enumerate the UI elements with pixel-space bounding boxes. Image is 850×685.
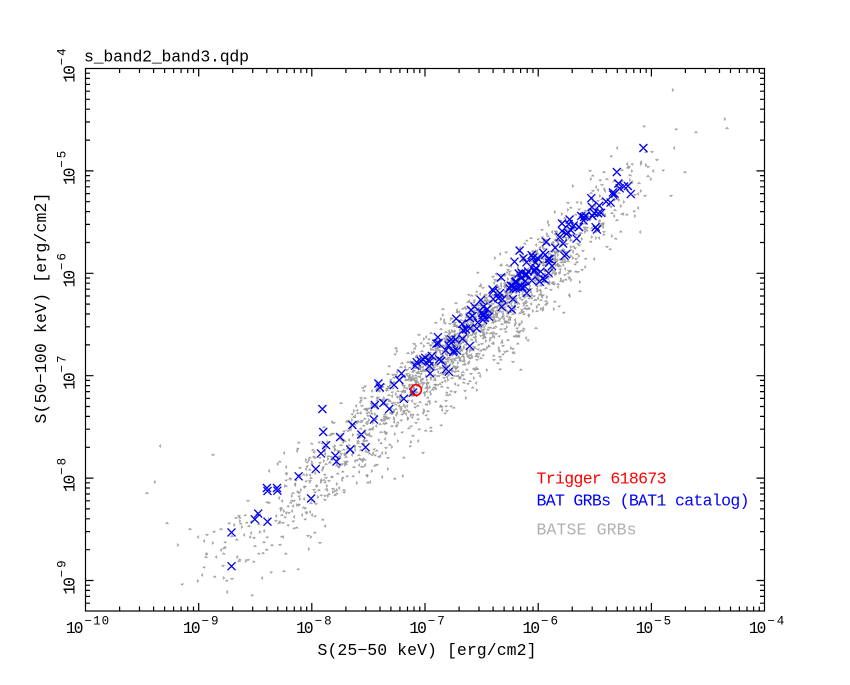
svg-text:S(50−100 keV) [erg/cm2]: S(50−100 keV) [erg/cm2]	[32, 193, 51, 424]
svg-text:−7: −7	[56, 356, 70, 373]
svg-text:−5: −5	[56, 151, 70, 168]
svg-text:−6: −6	[56, 253, 70, 270]
svg-text:S(25−50 keV) [erg/cm2]: S(25−50 keV) [erg/cm2]	[318, 641, 537, 660]
svg-text:s_band2_band3.qdp: s_band2_band3.qdp	[84, 48, 249, 67]
svg-text:−4: −4	[767, 615, 784, 629]
svg-text:10: 10	[61, 372, 80, 390]
svg-text:−8: −8	[315, 615, 332, 629]
svg-text:10: 10	[183, 619, 201, 638]
svg-text:10: 10	[296, 619, 314, 638]
svg-text:10: 10	[61, 577, 80, 595]
svg-text:10: 10	[522, 619, 540, 638]
svg-text:10: 10	[66, 619, 84, 638]
svg-text:10: 10	[61, 475, 80, 493]
svg-text:10: 10	[61, 65, 80, 83]
svg-text:−4: −4	[56, 48, 70, 65]
svg-text:BAT GRBs (BAT1 catalog): BAT GRBs (BAT1 catalog)	[537, 492, 750, 511]
svg-text:−8: −8	[56, 458, 70, 475]
svg-text:−10: −10	[85, 615, 110, 629]
svg-text:10: 10	[636, 619, 654, 638]
svg-text:−9: −9	[56, 560, 70, 577]
svg-text:10: 10	[61, 167, 80, 185]
svg-text:10: 10	[409, 619, 427, 638]
svg-text:BATSE GRBs: BATSE GRBs	[537, 521, 637, 540]
svg-text:−9: −9	[202, 615, 219, 629]
svg-text:10: 10	[749, 619, 767, 638]
svg-text:Trigger 618673: Trigger 618673	[537, 470, 667, 489]
svg-text:−5: −5	[654, 615, 671, 629]
svg-text:−7: −7	[428, 615, 445, 629]
svg-text:−6: −6	[541, 615, 558, 629]
svg-text:10: 10	[61, 270, 80, 288]
